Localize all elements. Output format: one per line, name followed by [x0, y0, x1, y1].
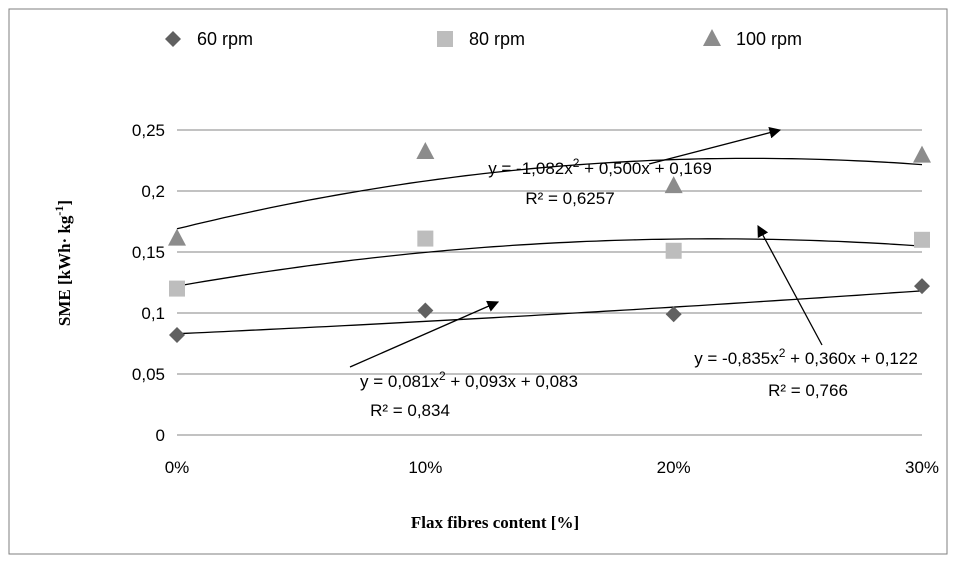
data-point: [914, 231, 930, 248]
y-tick-label: 0,15: [132, 243, 165, 262]
data-point: [169, 280, 185, 297]
data-point: [417, 302, 434, 319]
y-ticks: 0 0,05 0,1 0,15 0,2 0,25: [132, 121, 165, 445]
y-axis-title-main: SME [kWh· kg: [55, 215, 74, 326]
y-axis-title-sup: -1: [52, 206, 66, 216]
legend-marker: [703, 29, 721, 46]
y-tick-label: 0,2: [141, 182, 165, 201]
y-axis-title: SME [kWh· kg-1]: [52, 200, 74, 326]
grid: [177, 129, 922, 375]
x-tick-label: 0%: [165, 458, 190, 477]
data-point: [417, 230, 434, 247]
annotation-arrow: [648, 126, 782, 165]
legend-marker: [437, 31, 453, 47]
y-tick-label: 0,05: [132, 365, 165, 384]
x-axis-title: Flax fibres content [%]: [411, 513, 579, 532]
data-point: [416, 141, 435, 159]
r-squared-label: R² = 0,834: [370, 401, 450, 420]
x-ticks: 0% 10% 20% 30%: [165, 458, 939, 477]
legend-label: 100 rpm: [736, 29, 802, 49]
y-tick-label: 0,25: [132, 121, 165, 140]
trend-equation: y = 0,081x2 + 0,093x + 0,083: [360, 369, 578, 391]
annotation-arrow: [349, 300, 500, 368]
legend-marker: [165, 31, 181, 47]
chart-border: [8, 8, 948, 555]
x-tick-label: 20%: [657, 458, 691, 477]
data-point: [168, 228, 186, 246]
trend-equation: y = -0,835x2 + 0,360x + 0,122: [694, 346, 918, 368]
y-tick-label: 0,1: [141, 304, 165, 323]
trendline: [176, 157, 923, 230]
y-tick-label: 0: [156, 426, 165, 445]
data-point: [169, 326, 185, 343]
r-squared-label: R² = 0,766: [768, 381, 848, 400]
legend-label: 80 rpm: [469, 29, 525, 49]
r-squared-label: R² = 0,6257: [525, 189, 614, 208]
trendline: [176, 238, 923, 287]
x-tick-label: 10%: [408, 458, 442, 477]
x-tick-label: 30%: [905, 458, 939, 477]
legend: 60 rpm 80 rpm 100 rpm: [165, 29, 802, 49]
legend-label: 60 rpm: [197, 29, 253, 49]
data-point: [914, 278, 930, 295]
data-point: [664, 176, 683, 194]
data-point: [913, 145, 931, 163]
annotations: y = 0,081x2 + 0,093x + 0,083 R² = 0,834 y …: [349, 126, 918, 420]
data-point: [665, 242, 682, 259]
annotation-arrow: [757, 224, 823, 346]
y-axis-title-end: ]: [55, 200, 74, 206]
data-point: [665, 306, 682, 323]
data-points: [168, 141, 931, 343]
trend-equation: y = -1,082x2 + 0,500x + 0,169: [488, 156, 712, 178]
